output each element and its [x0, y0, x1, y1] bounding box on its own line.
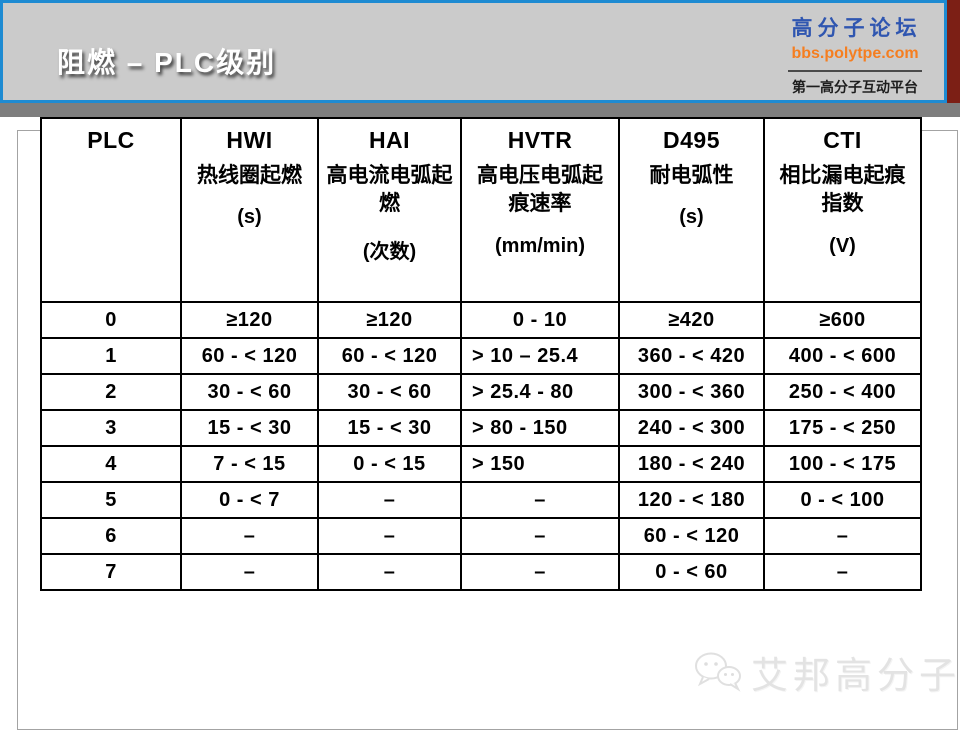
value-cell: 300 - < 360 [618, 373, 765, 411]
logo-url-link[interactable]: bbs.polytpe.com [791, 45, 919, 62]
value-cell: 175 - < 250 [763, 409, 922, 447]
value-cell: > 25.4 - 80 [460, 373, 620, 411]
corner-accent-strip [947, 0, 960, 103]
page-title: 阻燃 – PLC级别 [57, 47, 277, 78]
value-cell: 60 - < 120 [618, 517, 765, 555]
table-row-plc-1: 1 60 - < 120 60 - < 120 > 10 – 25.4 360 - < … [40, 337, 922, 375]
plc-rating-table: PLC HWI 热线圈起燃 (s) HAI 高电流电弧起燃 (次数) HVTR 高电压电弧起痕速… [40, 117, 922, 591]
value-cell: 30 - < 60 [180, 373, 319, 411]
plc-level-cell: 1 [40, 337, 182, 375]
column-header-hvtr: HVTR 高电压电弧起痕速率 (mm/min) [460, 117, 620, 303]
value-cell: > 80 - 150 [460, 409, 620, 447]
value-cell: 0 - < 100 [763, 481, 922, 519]
value-cell: 0 - < 15 [317, 445, 462, 483]
plc-level-cell: 6 [40, 517, 182, 555]
logo-divider [788, 70, 922, 72]
table-row-plc-7: 7– – –0 - < 60– [40, 553, 922, 591]
value-cell: – [180, 553, 319, 591]
value-cell: – [763, 553, 922, 591]
value-cell: 0 - < 7 [180, 481, 319, 519]
column-header-hai: HAI 高电流电弧起燃 (次数) [317, 117, 462, 303]
value-cell: 100 - < 175 [763, 445, 922, 483]
value-cell: ≥120 [317, 301, 462, 339]
value-cell: 60 - < 120 [317, 337, 462, 375]
value-cell: – [460, 517, 620, 555]
plc-level-cell: 4 [40, 445, 182, 483]
value-cell: 120 - < 180 [618, 481, 765, 519]
plc-level-cell: 7 [40, 553, 182, 591]
column-header-plc: PLC [40, 117, 182, 303]
value-cell: 60 - < 120 [180, 337, 319, 375]
value-cell: – [763, 517, 922, 555]
watermark-text: 艾邦高分子 [751, 655, 960, 696]
value-cell: – [460, 553, 620, 591]
table-row-plc-2: 2 30 - < 60 30 - < 60 > 25.4 - 80 300 - < 36… [40, 373, 922, 411]
plc-level-cell: 3 [40, 409, 182, 447]
value-cell: ≥120 [180, 301, 319, 339]
logo-tagline: 第一高分子互动平台 [792, 79, 918, 95]
value-cell: ≥420 [618, 301, 765, 339]
value-cell: 15 - < 30 [180, 409, 319, 447]
value-cell: 180 - < 240 [618, 445, 765, 483]
value-cell: 400 - < 600 [763, 337, 922, 375]
table-row-plc-6: 6– – –60 - < 120– [40, 517, 922, 555]
value-cell: 0 - 10 [460, 301, 620, 339]
value-cell: – [317, 517, 462, 555]
value-cell: – [460, 481, 620, 519]
plc-level-cell: 2 [40, 373, 182, 411]
watermark: 艾邦高分子 [693, 645, 960, 699]
value-cell: > 10 – 25.4 [460, 337, 620, 375]
value-cell: – [317, 481, 462, 519]
value-cell: > 150 [460, 445, 620, 483]
plc-level-cell: 0 [40, 301, 182, 339]
header-divider-strip [0, 103, 960, 117]
value-cell: 0 - < 60 [618, 553, 765, 591]
wechat-icon [695, 652, 741, 692]
table-header-row: PLC HWI 热线圈起燃 (s) HAI 高电流电弧起燃 (次数) HVTR 高电压电弧起痕速… [40, 117, 922, 303]
header-band: 阻燃 – PLC级别 高分子论坛 bbs.polytpe.com 第一高分子互动… [0, 0, 947, 103]
table-row-plc-0: 0 ≥120 ≥120 0 - 10 ≥420 ≥600 [40, 301, 922, 339]
forum-logo: 高分子论坛 bbs.polytpe.com 第一高分子互动平台 [788, 12, 922, 97]
value-cell: ≥600 [763, 301, 922, 339]
column-header-d495: D495 耐电弧性 (s) [618, 117, 765, 303]
value-cell: – [180, 517, 319, 555]
value-cell: 15 - < 30 [317, 409, 462, 447]
value-cell: 240 - < 300 [618, 409, 765, 447]
value-cell: – [317, 553, 462, 591]
plc-level-cell: 5 [40, 481, 182, 519]
table-row-plc-3: 3 15 - < 30 15 - < 30 > 80 - 150 240 - < 300… [40, 409, 922, 447]
column-header-cti: CTI 相比漏电起痕指数 (V) [763, 117, 922, 303]
value-cell: 360 - < 420 [618, 337, 765, 375]
value-cell: 30 - < 60 [317, 373, 462, 411]
value-cell: 7 - < 15 [180, 445, 319, 483]
logo-forum-name: 高分子论坛 [791, 17, 922, 40]
value-cell: 250 - < 400 [763, 373, 922, 411]
column-header-hwi: HWI 热线圈起燃 (s) [180, 117, 319, 303]
